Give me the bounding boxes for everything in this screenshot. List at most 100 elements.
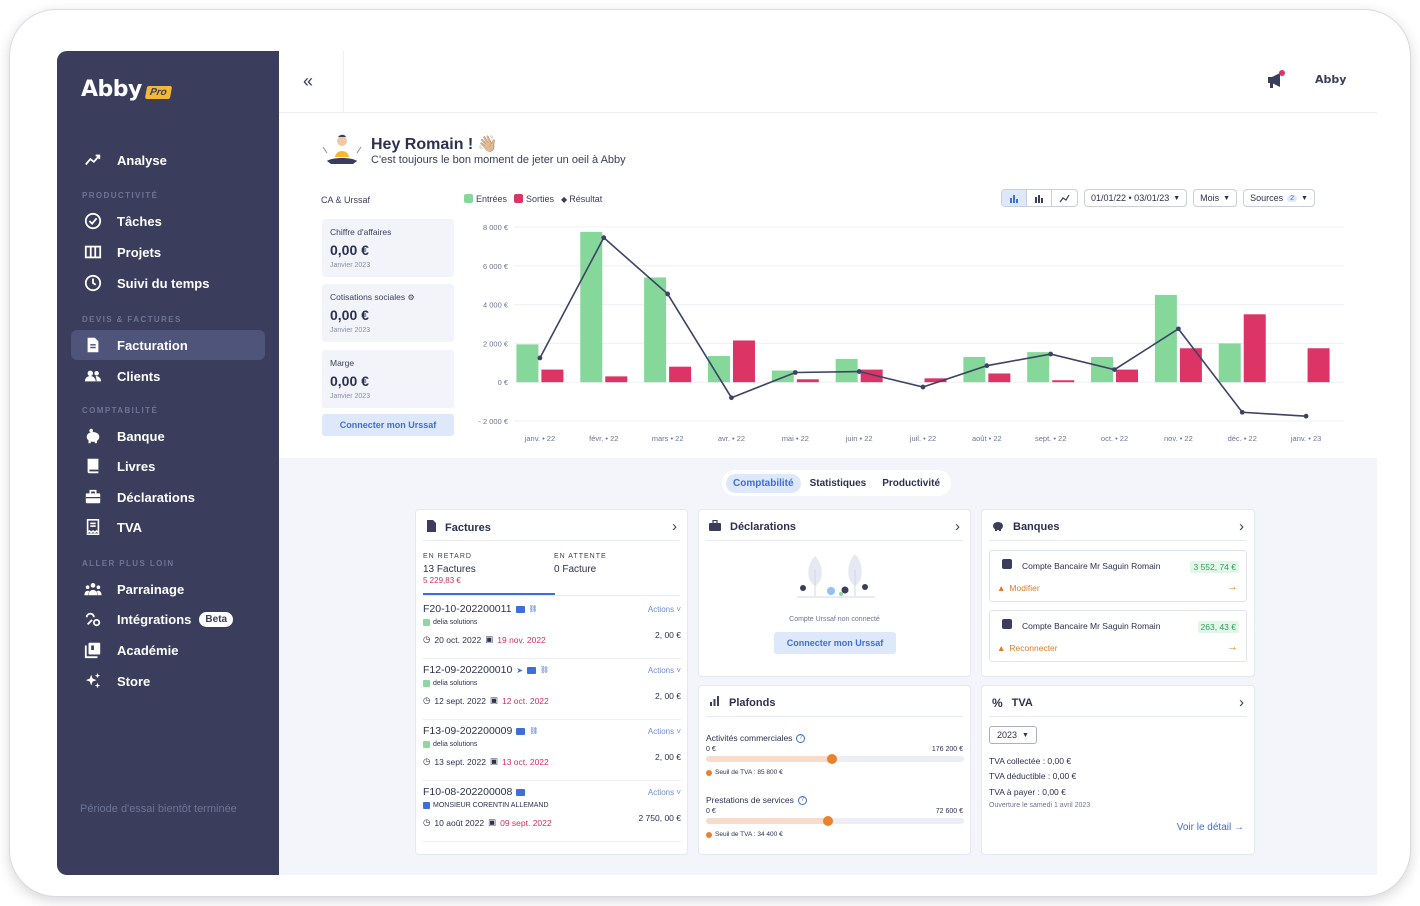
tva-collectee: TVA collectée : 0,00 € <box>989 756 1072 766</box>
invoice-row[interactable]: F20-10-202200011 ⛓ delia solutions ◷ 20 oc… <box>423 599 681 659</box>
sidebar-item-projets[interactable]: Projets <box>71 237 265 267</box>
legend-entrees[interactable]: Entrées <box>464 194 507 204</box>
legend-label: Résultat <box>569 194 603 204</box>
sidebar-item-tva[interactable]: TVA <box>71 512 265 542</box>
banques-header[interactable]: Banques <box>992 520 1059 534</box>
point-resultat <box>1048 351 1054 357</box>
sidebar-item-suivi-temps[interactable]: Suivi du temps <box>71 268 265 298</box>
invoice-row[interactable]: F10-08-202200008 MONSIEUR CORENTIN ALLEM… <box>423 782 681 842</box>
megaphone-icon[interactable] <box>1265 69 1287 96</box>
sidebar-item-declarations[interactable]: Déclarations <box>71 482 265 512</box>
granularity-select[interactable]: Mois ▼ <box>1193 189 1238 207</box>
integrations-icon <box>83 609 103 629</box>
plafond-seuil: Seuil de TVA : 85 800 € <box>706 769 783 776</box>
point-resultat <box>984 363 990 369</box>
actions-label: Actions <box>647 727 675 736</box>
calendar-icon: ▣ <box>489 695 498 705</box>
stacked-bar-icon[interactable] <box>1027 190 1052 206</box>
sidebar-item-store[interactable]: Store <box>71 666 265 696</box>
chevron-right-icon[interactable]: › <box>1239 518 1244 535</box>
tab-statistiques[interactable]: Statistiques <box>809 477 867 489</box>
point-resultat <box>1303 413 1309 419</box>
arrow-right-icon[interactable]: → <box>1227 581 1238 593</box>
greeting-title: Hey Romain ! 👋🏼 <box>371 136 498 153</box>
actions-label: Actions <box>647 605 675 614</box>
arrow-right-icon[interactable]: → <box>1227 641 1238 653</box>
bar-chart-icon[interactable] <box>1002 190 1027 206</box>
client-tag-icon <box>423 619 430 626</box>
bank-account-item[interactable]: Compte Bancaire Mr Saguin Romain 263, 43… <box>989 610 1247 662</box>
referral-icon <box>83 579 103 599</box>
sidebar-item-taches[interactable]: Tâches <box>71 206 265 236</box>
date-range-select[interactable]: 01/01/22 • 03/01/23 ▼ <box>1084 189 1188 207</box>
clock-icon: ◷ <box>423 817 431 827</box>
actions-label: Actions <box>647 788 675 797</box>
plafond-label-text: Activités commerciales <box>706 733 793 743</box>
bar-sorties <box>924 378 947 383</box>
late-count[interactable]: 13 Factures <box>423 564 476 575</box>
bank-action-link[interactable]: ▲ Modifier <box>997 583 1040 593</box>
bar-entrees <box>516 344 539 383</box>
chevron-right-icon[interactable]: › <box>1239 694 1244 711</box>
bank-action-link[interactable]: ▲ Reconnecter <box>997 643 1058 653</box>
invoice-actions-menu[interactable]: Actions ˅ <box>648 788 681 797</box>
pending-count[interactable]: 0 Facture <box>554 564 597 575</box>
invoice-row[interactable]: F12-09-202200010 ➤ ⛓ delia solutions ◷ 12 s… <box>423 660 681 720</box>
plafonds-header[interactable]: Plafonds <box>709 696 775 709</box>
x-tick-label: avr. • 22 <box>718 434 745 443</box>
tab-comptabilite[interactable]: Comptabilité <box>726 473 801 493</box>
y-tick-label: 8 000 € <box>483 223 509 232</box>
bank-account-item[interactable]: Compte Bancaire Mr Saguin Romain 3 552, … <box>989 550 1247 602</box>
invoice-actions-menu[interactable]: Actions ˅ <box>648 727 681 736</box>
trial-notice[interactable]: Période d'essai bientôt terminée <box>80 803 237 815</box>
sources-select[interactable]: Sources 2 ▼ <box>1243 189 1315 207</box>
sidebar-item-banque[interactable]: Banque <box>71 421 265 451</box>
y-tick-label: 4 000 € <box>483 301 509 310</box>
legend-resultat[interactable]: ◆ Résultat <box>561 194 602 204</box>
help-icon[interactable]: ? <box>797 795 807 805</box>
declarations-card: Déclarations › Compte Urssaf non connect… <box>698 509 971 677</box>
meditating-avatar-icon <box>321 133 363 174</box>
invoice-due: 09 sept. 2022 <box>500 817 552 828</box>
ca-urssaf-label: CA & Urssaf <box>321 195 371 205</box>
connect-urssaf-button[interactable]: Connecter mon Urssaf <box>774 632 896 654</box>
bar-entrees <box>835 358 858 383</box>
line-chart-icon[interactable] <box>1052 190 1077 206</box>
tva-header[interactable]: % TVA <box>992 696 1033 710</box>
sidebar-item-livres[interactable]: Livres <box>71 451 265 481</box>
card-icon <box>515 605 525 613</box>
collapse-sidebar-button[interactable]: « <box>303 71 314 91</box>
briefcase-icon <box>709 519 721 534</box>
chevron-right-icon[interactable]: › <box>672 518 677 535</box>
sidebar-item-integrations[interactable]: Intégrations Beta <box>71 604 265 634</box>
app-logo[interactable]: Abby Pro <box>81 77 172 102</box>
legend-sorties[interactable]: Sorties <box>514 194 554 204</box>
divider <box>423 719 681 720</box>
chevron-right-icon[interactable]: › <box>955 518 960 535</box>
connect-urssaf-button[interactable]: Connecter mon Urssaf <box>322 414 454 436</box>
tab-productivite[interactable]: Productivité <box>882 477 941 489</box>
sidebar-item-academie[interactable]: Académie <box>71 635 265 665</box>
tva-detail-link[interactable]: Voir le détail → <box>1176 822 1244 833</box>
x-tick-label: janv. • 23 <box>1290 434 1321 443</box>
top-logo[interactable]: Abby <box>1315 73 1347 86</box>
invoice-actions-menu[interactable]: Actions ˅ <box>648 666 681 675</box>
dot-icon <box>706 769 712 776</box>
bar-entrees <box>580 231 603 383</box>
kpi-label: Marge <box>330 358 355 368</box>
factures-header[interactable]: Factures <box>426 520 491 535</box>
columns-icon <box>83 242 103 262</box>
invoice-row[interactable]: F13-09-202200009 ⛓ delia solutions ◷ 13 se… <box>423 721 681 781</box>
tva-year-select[interactable]: 2023 ▼ <box>989 726 1037 744</box>
x-tick-label: juin • 22 <box>845 434 873 443</box>
plafond-label: Prestations de services? <box>706 795 807 805</box>
declarations-header[interactable]: Déclarations <box>709 519 796 534</box>
plafond-min: 0 € <box>706 746 716 753</box>
gear-icon[interactable]: ⚙ <box>407 293 415 302</box>
sidebar-item-analyse[interactable]: Analyse <box>71 145 265 175</box>
invoice-actions-menu[interactable]: Actions ˅ <box>648 605 681 614</box>
sidebar-item-parrainage[interactable]: Parrainage <box>71 574 265 604</box>
help-icon[interactable]: ? <box>796 733 806 743</box>
sidebar-item-clients[interactable]: Clients <box>71 361 265 391</box>
sidebar-item-facturation[interactable]: Facturation <box>71 330 265 360</box>
